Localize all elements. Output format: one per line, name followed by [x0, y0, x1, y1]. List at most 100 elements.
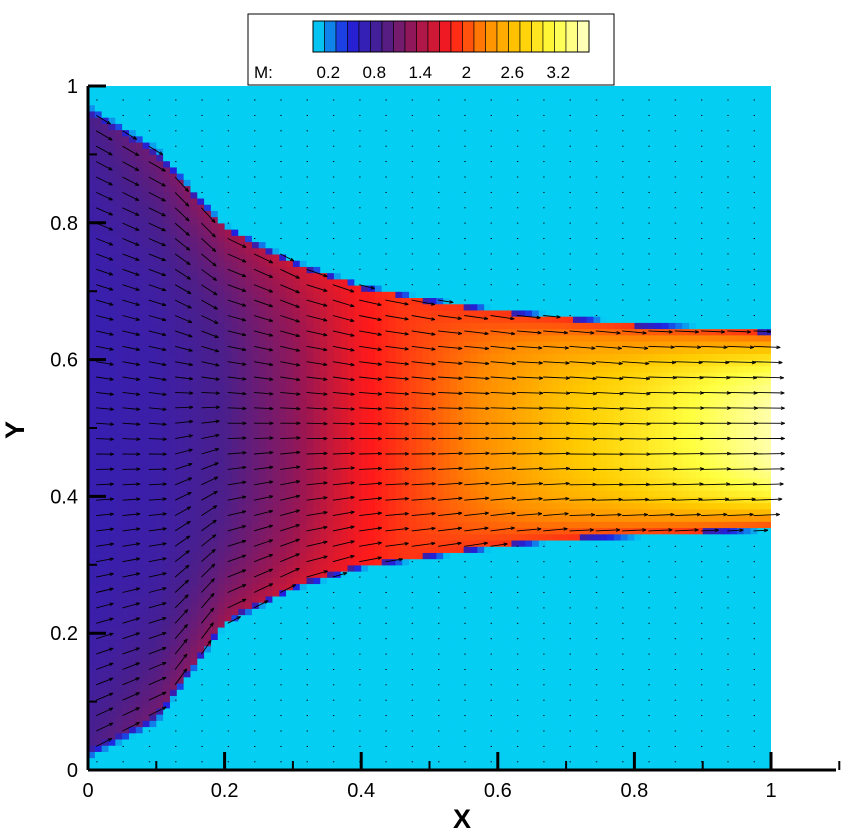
field-cell — [115, 602, 123, 609]
field-cell — [361, 527, 369, 535]
field-cell — [518, 689, 526, 696]
field-cell — [238, 502, 246, 510]
field-cell — [497, 738, 506, 746]
field-cell — [422, 689, 431, 696]
field-cell — [115, 471, 123, 479]
field-cell — [361, 701, 369, 709]
field-cell — [361, 533, 369, 541]
field-cell — [422, 658, 431, 665]
field-cell — [463, 459, 472, 466]
field-cell — [320, 558, 328, 566]
field-cell — [231, 682, 239, 690]
field-cell — [484, 745, 492, 752]
field-cell — [122, 645, 130, 653]
field-cell — [156, 558, 164, 566]
field-cell — [299, 714, 308, 721]
field-cell — [347, 689, 355, 696]
field-cell — [286, 483, 294, 491]
field-cell — [668, 633, 676, 641]
field-cell — [750, 459, 758, 466]
field-cell — [456, 546, 465, 553]
field-cell — [641, 707, 649, 715]
field-cell — [627, 664, 635, 672]
field-cell — [525, 670, 533, 678]
field-cell — [668, 738, 676, 746]
field-cell — [292, 689, 301, 696]
field-cell — [579, 714, 588, 721]
field-cell — [586, 533, 595, 541]
field-cell — [142, 757, 151, 765]
field-cell — [702, 658, 711, 665]
field-cell — [128, 757, 137, 765]
field-cell — [572, 477, 581, 485]
field-cell — [497, 583, 506, 591]
field-cell — [197, 732, 205, 740]
field-cell — [388, 707, 396, 715]
field-cell — [217, 720, 226, 728]
field-cell — [572, 471, 581, 479]
field-cell — [736, 645, 745, 653]
field-cell — [750, 695, 758, 703]
field-cell — [641, 515, 649, 522]
field-cell — [333, 763, 342, 770]
field-cell — [436, 645, 444, 653]
field-cell — [641, 577, 649, 585]
field-cell — [101, 645, 110, 653]
field-cell — [272, 651, 280, 659]
field-cell — [101, 763, 110, 770]
field-cell — [682, 533, 690, 541]
field-cell — [327, 633, 335, 641]
field-cell — [566, 645, 574, 653]
field-cell — [695, 745, 704, 752]
field-cell — [538, 757, 547, 765]
field-cell — [579, 465, 588, 473]
field-cell — [101, 477, 110, 485]
field-cell — [381, 552, 390, 560]
field-cell — [709, 552, 717, 560]
field-cell — [395, 651, 403, 659]
field-cell — [600, 602, 608, 609]
field-cell — [709, 583, 717, 591]
field-cell — [265, 546, 274, 553]
field-cell — [279, 714, 287, 721]
field-cell — [545, 763, 554, 770]
field-cell — [559, 682, 567, 690]
field-cell — [374, 738, 383, 746]
field-cell — [347, 608, 355, 616]
field-cell — [415, 714, 424, 721]
field-cell — [579, 633, 588, 641]
field-cell — [743, 645, 752, 653]
field-cell — [661, 533, 670, 541]
field-cell — [327, 626, 335, 634]
field-cell — [183, 745, 192, 752]
field-cell — [730, 558, 738, 566]
field-cell — [115, 571, 123, 578]
field-cell — [661, 695, 670, 703]
field-cell — [374, 732, 383, 740]
field-cell — [429, 471, 437, 479]
field-cell — [497, 664, 506, 672]
field-cell — [286, 471, 294, 479]
field-cell — [251, 515, 260, 522]
field-cell — [689, 726, 697, 734]
field-cell — [258, 608, 267, 616]
field-cell — [470, 614, 478, 622]
field-cell — [648, 595, 656, 603]
field-cell — [511, 477, 519, 485]
field-cell — [743, 602, 752, 609]
field-cell — [634, 651, 642, 659]
field-cell — [661, 589, 670, 597]
field-cell — [115, 757, 123, 765]
field-cell — [169, 602, 178, 609]
field-cell — [340, 651, 349, 659]
field-cell — [286, 614, 294, 622]
field-cell — [764, 508, 771, 516]
field-cell — [552, 751, 560, 759]
field-cell — [675, 552, 683, 560]
field-cell — [490, 583, 499, 591]
field-cell — [224, 751, 233, 759]
field-cell — [675, 757, 683, 765]
field-cell — [579, 651, 588, 659]
field-cell — [224, 676, 233, 684]
field-cell — [443, 614, 451, 622]
